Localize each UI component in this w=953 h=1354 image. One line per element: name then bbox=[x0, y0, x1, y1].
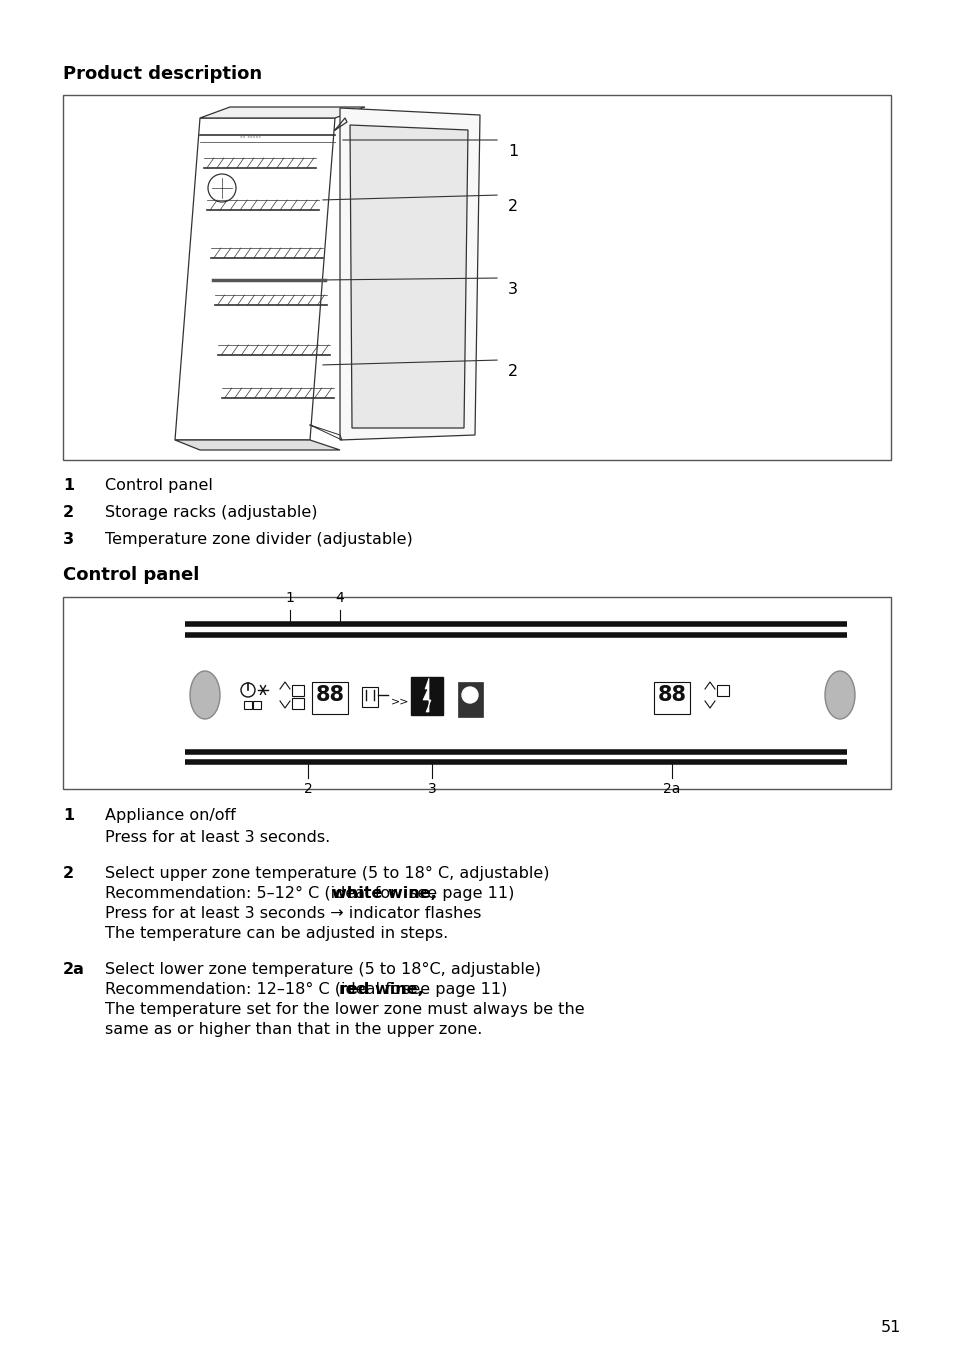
Text: 2: 2 bbox=[63, 867, 74, 881]
Text: Select lower zone temperature (5 to 18°C, adjustable): Select lower zone temperature (5 to 18°C… bbox=[105, 961, 540, 978]
Bar bbox=[312, 682, 348, 714]
Text: Temperature zone divider (adjustable): Temperature zone divider (adjustable) bbox=[105, 532, 413, 547]
Text: 1: 1 bbox=[63, 478, 74, 493]
Text: see page 11): see page 11) bbox=[397, 982, 507, 997]
Text: 88: 88 bbox=[657, 685, 686, 705]
Text: Press for at least 3 seconds → indicator flashes: Press for at least 3 seconds → indicator… bbox=[105, 906, 481, 921]
Text: 2a: 2a bbox=[63, 961, 85, 978]
Text: Select upper zone temperature (5 to 18° C, adjustable): Select upper zone temperature (5 to 18° … bbox=[105, 867, 549, 881]
Text: The temperature can be adjusted in steps.: The temperature can be adjusted in steps… bbox=[105, 926, 448, 941]
Text: Press for at least 3 seconds.: Press for at least 3 seconds. bbox=[105, 830, 330, 845]
Text: Control panel: Control panel bbox=[105, 478, 213, 493]
Bar bbox=[457, 682, 482, 718]
Bar bbox=[361, 686, 377, 707]
Text: 1: 1 bbox=[507, 144, 517, 158]
Text: Storage racks (adjustable): Storage racks (adjustable) bbox=[105, 505, 317, 520]
Text: 51: 51 bbox=[880, 1320, 901, 1335]
Text: °° °°°°°: °° °°°°° bbox=[240, 135, 261, 141]
Bar bbox=[244, 701, 252, 709]
Text: Appliance on/off: Appliance on/off bbox=[105, 808, 235, 823]
Ellipse shape bbox=[824, 672, 854, 719]
Polygon shape bbox=[422, 678, 431, 712]
Text: The temperature set for the lower zone must always be the: The temperature set for the lower zone m… bbox=[105, 1002, 584, 1017]
Circle shape bbox=[461, 686, 477, 703]
Text: 3: 3 bbox=[63, 532, 74, 547]
Polygon shape bbox=[200, 107, 365, 118]
Polygon shape bbox=[339, 108, 479, 440]
Ellipse shape bbox=[190, 672, 220, 719]
Text: 3: 3 bbox=[507, 282, 517, 297]
Bar bbox=[63, 95, 890, 460]
Text: red wine,: red wine, bbox=[338, 982, 423, 997]
Text: Control panel: Control panel bbox=[63, 566, 199, 584]
Text: 2: 2 bbox=[507, 364, 517, 379]
Bar bbox=[654, 682, 689, 714]
Text: see page 11): see page 11) bbox=[403, 886, 514, 900]
Bar bbox=[292, 699, 304, 709]
Text: same as or higher than that in the upper zone.: same as or higher than that in the upper… bbox=[105, 1022, 482, 1037]
Text: >>: >> bbox=[391, 696, 409, 705]
Text: 3: 3 bbox=[427, 783, 436, 796]
Text: Recommendation: 5–12° C (ideal for: Recommendation: 5–12° C (ideal for bbox=[105, 886, 401, 900]
Bar bbox=[63, 597, 890, 789]
Text: 2: 2 bbox=[507, 199, 517, 214]
Polygon shape bbox=[174, 440, 339, 450]
Text: 1: 1 bbox=[285, 590, 294, 605]
Polygon shape bbox=[350, 125, 468, 428]
Text: 4: 4 bbox=[335, 590, 344, 605]
Bar bbox=[411, 677, 442, 715]
Bar bbox=[253, 701, 261, 709]
Text: Product description: Product description bbox=[63, 65, 262, 83]
Bar bbox=[717, 685, 728, 696]
Text: 2: 2 bbox=[63, 505, 74, 520]
Text: Recommendation: 12–18° C (ideal for: Recommendation: 12–18° C (ideal for bbox=[105, 982, 412, 997]
Text: 1: 1 bbox=[63, 808, 74, 823]
Text: 88: 88 bbox=[315, 685, 344, 705]
Text: 2a: 2a bbox=[662, 783, 680, 796]
Bar bbox=[292, 685, 304, 696]
Text: 2: 2 bbox=[303, 783, 312, 796]
Text: white wine,: white wine, bbox=[333, 886, 436, 900]
